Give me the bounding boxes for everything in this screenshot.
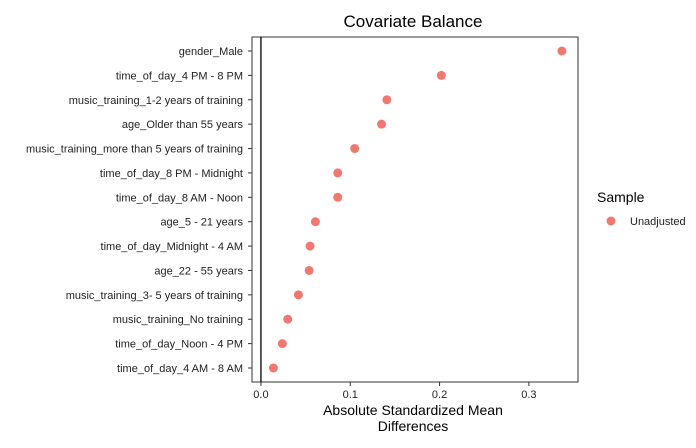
y-tick-label: music_training_3- 5 years of training xyxy=(66,290,243,302)
y-tick-label: gender_Male xyxy=(179,46,243,58)
y-tick-label: time_of_day_4 PM - 8 PM xyxy=(116,70,243,82)
chart-title: Covariate Balance xyxy=(344,12,483,31)
x-tick-label: 0.0 xyxy=(253,389,268,401)
data-point-unadjusted xyxy=(557,46,567,56)
data-point-unadjusted xyxy=(377,119,387,129)
data-point-unadjusted xyxy=(304,265,314,275)
y-tick-label: time_of_day_Midnight - 4 AM xyxy=(101,241,243,253)
plot-panel xyxy=(251,36,579,383)
data-point-unadjusted xyxy=(277,339,287,349)
y-tick-label: music_training_more than 5 years of trai… xyxy=(26,144,243,156)
y-tick-label: age_22 - 55 years xyxy=(154,265,243,277)
data-point-unadjusted xyxy=(283,314,293,324)
x-tick-label: 0.3 xyxy=(521,389,536,401)
y-tick-label: age_5 - 21 years xyxy=(160,217,243,229)
legend-title: Sample xyxy=(597,189,645,205)
data-point-unadjusted xyxy=(436,70,446,80)
y-tick-label: music_training_1-2 years of training xyxy=(69,95,243,107)
y-tick-label: age_Older than 55 years xyxy=(122,119,244,131)
data-point-unadjusted xyxy=(310,217,320,227)
x-tick-label: 0.2 xyxy=(432,389,447,401)
y-tick-label: time_of_day_8 AM - Noon xyxy=(116,192,243,204)
legend: Sample Unadjusted xyxy=(597,189,686,228)
data-point-unadjusted xyxy=(350,144,360,154)
data-point-unadjusted xyxy=(333,168,343,178)
data-point-unadjusted xyxy=(293,290,303,300)
y-tick-label: time_of_day_8 PM - Midnight xyxy=(100,168,243,180)
legend-marker-unadjusted xyxy=(606,216,616,226)
x-axis-label-line2: Differences xyxy=(378,418,449,434)
data-point-unadjusted xyxy=(268,363,278,373)
y-tick-label: music_training_No training xyxy=(113,314,243,326)
data-point-unadjusted xyxy=(333,192,343,202)
y-tick-label: time_of_day_4 AM - 8 AM xyxy=(117,363,243,375)
data-point-unadjusted xyxy=(305,241,315,251)
x-axis-label-line1: Absolute Standardized Mean xyxy=(323,402,503,418)
y-tick-label: time_of_day_Noon - 4 PM xyxy=(115,339,243,351)
legend-label-unadjusted: Unadjusted xyxy=(630,216,686,228)
x-tick-label: 0.1 xyxy=(343,389,358,401)
data-point-unadjusted xyxy=(382,95,392,105)
